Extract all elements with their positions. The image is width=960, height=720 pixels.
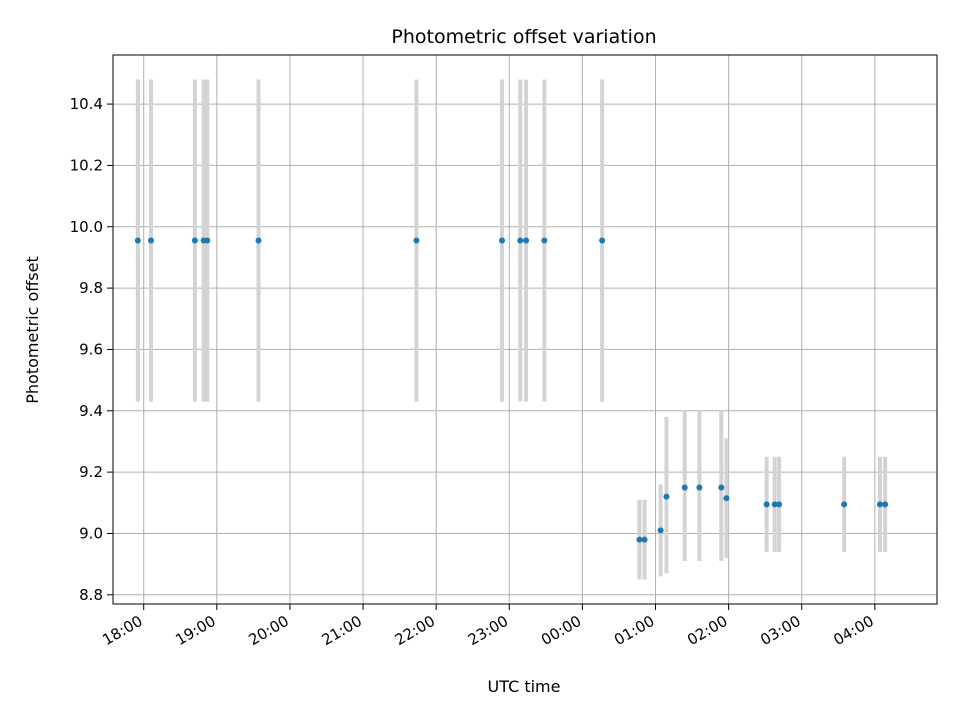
- x-tick-label: 19:00: [172, 612, 218, 649]
- data-point: [204, 237, 211, 244]
- data-point: [876, 501, 883, 508]
- y-tick-label: 8.8: [79, 586, 103, 604]
- x-tick-label: 23:00: [465, 612, 511, 649]
- y-axis-title: Photometric offset: [23, 256, 42, 404]
- y-tick-label: 10.4: [70, 95, 103, 113]
- x-tick-label: 20:00: [245, 612, 291, 649]
- data-point: [641, 536, 648, 543]
- x-tick-label: 03:00: [757, 612, 803, 649]
- data-point: [763, 501, 770, 508]
- data-point: [718, 484, 725, 491]
- y-tick-label: 10.0: [70, 218, 103, 236]
- data-point: [134, 237, 141, 244]
- data-point: [255, 237, 262, 244]
- data-point: [498, 237, 505, 244]
- data-point: [657, 527, 664, 534]
- x-axis-title: UTC time: [488, 677, 561, 696]
- data-point: [882, 501, 889, 508]
- x-tick-label: 21:00: [319, 612, 365, 649]
- y-tick-label: 9.2: [79, 463, 103, 481]
- y-tick-label: 9.0: [79, 524, 103, 542]
- y-tick-label: 9.6: [79, 340, 103, 358]
- data-point: [191, 237, 198, 244]
- data-point: [148, 237, 155, 244]
- x-tick-label: 18:00: [99, 612, 145, 649]
- data-point: [599, 237, 606, 244]
- y-tick-label: 10.2: [70, 156, 103, 174]
- data-point: [517, 237, 524, 244]
- x-tick-label: 22:00: [392, 612, 438, 649]
- data-point: [723, 495, 730, 502]
- data-points: [134, 237, 889, 543]
- data-point: [663, 493, 670, 500]
- chart-title: Photometric offset variation: [391, 26, 656, 48]
- data-point: [636, 536, 643, 543]
- data-point: [681, 484, 688, 491]
- data-point: [413, 237, 420, 244]
- x-tick-label: 04:00: [830, 612, 876, 649]
- plot-frame: [112, 54, 938, 605]
- data-point: [696, 484, 703, 491]
- x-tick-label: 01:00: [611, 612, 657, 649]
- data-point: [523, 237, 530, 244]
- y-axis-ticks: 8.8 9.0 9.2 9.4 9.6 9.8 10.0 10.2 10.4: [70, 95, 113, 604]
- x-tick-label: 00:00: [538, 612, 584, 649]
- data-point: [841, 501, 848, 508]
- x-axis-ticks: 18:00 19:00 20:00 21:00 22:00 23:00 00:00 01:00…: [99, 604, 877, 649]
- data-point: [771, 501, 778, 508]
- y-tick-label: 9.4: [79, 402, 103, 420]
- y-tick-label: 9.8: [79, 279, 103, 297]
- data-point: [776, 501, 783, 508]
- data-point: [541, 237, 548, 244]
- x-tick-label: 02:00: [684, 612, 730, 649]
